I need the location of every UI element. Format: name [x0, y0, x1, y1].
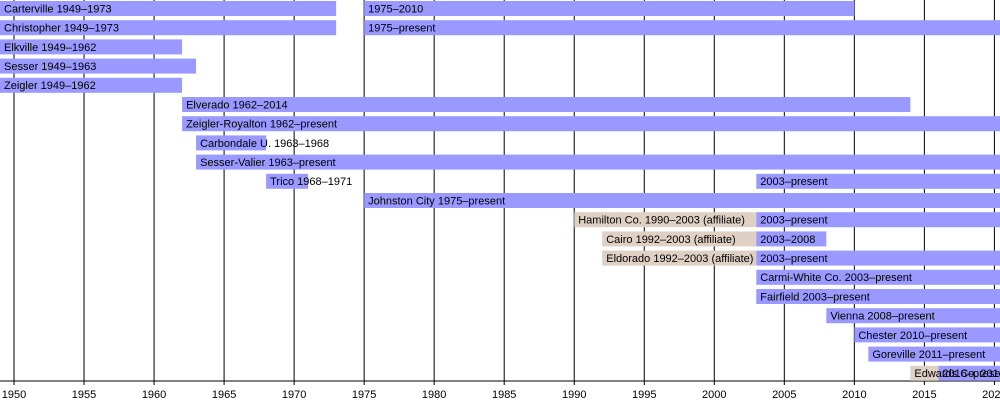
- bar-label: Vienna 2008–present: [830, 311, 934, 323]
- bar-label: Carbondale U. 1963–1968: [200, 138, 329, 150]
- bar-label: Christopher 1949–1973: [4, 23, 119, 35]
- bar-label: 2003–2008: [760, 234, 815, 246]
- bar-label: Cairo 1992–2003 (affiliate): [606, 234, 735, 246]
- bar: [364, 20, 1000, 36]
- x-tick-label: 1985: [492, 389, 516, 400]
- x-tick-label: 2010: [842, 389, 866, 400]
- bar: [196, 154, 1000, 170]
- bar-label: 1975–2010: [368, 3, 423, 15]
- bar: [854, 327, 1000, 343]
- bar: [756, 269, 1000, 285]
- bar: [756, 212, 1000, 228]
- bar-label: Trico 1968–1971: [270, 176, 352, 188]
- x-tick-label: 2015: [912, 389, 936, 400]
- x-tick-label: 2000: [702, 389, 726, 400]
- bar-label: Elverado 1962–2014: [186, 99, 288, 111]
- bar: [756, 173, 1000, 189]
- bar: [0, 1, 337, 16]
- bar-label: Edwards Co. 2014–2016: [914, 368, 1000, 380]
- bar-label: Fairfield 2003–present: [760, 291, 869, 303]
- x-tick-label: 1990: [562, 389, 586, 400]
- bar: [196, 135, 267, 151]
- bar-label: 2003–present: [760, 253, 827, 265]
- bar: [182, 116, 1000, 132]
- bar-label: Carterville 1949–1973: [4, 3, 112, 15]
- bar: [182, 97, 911, 112]
- bar-label: 2003–present: [760, 215, 827, 227]
- bar: [364, 193, 1000, 208]
- bar-label: 2003–present: [760, 176, 827, 188]
- bar-label: Carmi-White Co. 2003–present: [760, 272, 912, 284]
- x-tick-label: 1970: [282, 389, 306, 400]
- bar: [756, 231, 827, 247]
- bar: [910, 365, 939, 381]
- bar-label: Sesser-Valier 1963–present: [200, 157, 336, 169]
- bar: [364, 1, 855, 16]
- bar: [0, 58, 197, 74]
- bar: [266, 173, 309, 189]
- bar-label: Zeigler 1949–1962: [4, 80, 96, 92]
- x-tick-label: 2020: [982, 389, 1000, 400]
- bar: [826, 308, 1000, 324]
- bar: [0, 77, 183, 93]
- x-tick-label: 2005: [772, 389, 796, 400]
- bar: [0, 39, 183, 55]
- bar: [574, 212, 757, 228]
- bar-label: Chester 2010–present: [858, 330, 967, 342]
- bar-label: Johnston City 1975–present: [368, 195, 505, 207]
- bars: [0, 1, 1000, 381]
- x-tick-label: 1955: [72, 389, 96, 400]
- grid: [0, 0, 1000, 385]
- bar: [756, 289, 1000, 304]
- bar-label: Hamilton Co. 1990–2003 (affiliate): [578, 215, 745, 227]
- bar: [602, 250, 757, 266]
- bar-label: Eldorado 1992–2003 (affiliate): [606, 253, 753, 265]
- bar-label: Zeigler-Royalton 1962–present: [186, 119, 337, 131]
- x-tick-label: 1960: [142, 389, 166, 400]
- bar: [938, 365, 1000, 381]
- bar-label: 2016–present: [942, 368, 1000, 380]
- bar-label: Goreville 2011–present: [872, 349, 985, 361]
- bar-label: 1975–present: [368, 23, 435, 35]
- x-tick-label: 1995: [632, 389, 656, 400]
- bar: [602, 231, 757, 247]
- x-tick-label: 1950: [2, 389, 26, 400]
- bar: [756, 250, 1000, 266]
- bar-label: Elkville 1949–1962: [4, 42, 96, 54]
- bar: [0, 20, 337, 36]
- x-tick-label: 1975: [352, 389, 376, 400]
- bar-label: Sesser 1949–1963: [4, 61, 96, 73]
- labels: 1950 1955 1960 1965 1970 1975 1980 1985 1990 1995…: [2, 3, 1000, 400]
- x-tick-label: 1980: [422, 389, 446, 400]
- x-tick-label: 1965: [212, 389, 236, 400]
- bar: [868, 346, 1000, 362]
